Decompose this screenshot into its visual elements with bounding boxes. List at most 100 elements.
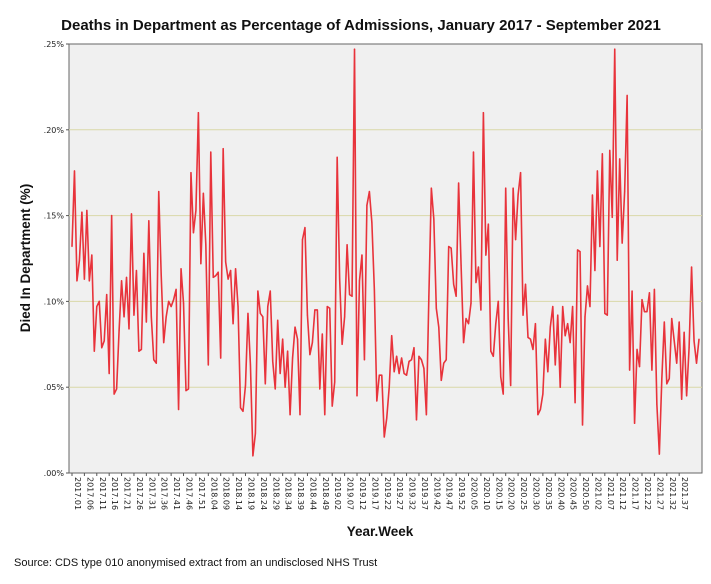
x-tick-label: 2020.05 (470, 477, 479, 510)
data-point (589, 305, 591, 308)
data-point (329, 307, 331, 309)
data-point (648, 292, 651, 294)
data-point (140, 348, 142, 351)
data-point (547, 371, 549, 373)
data-point (658, 453, 660, 455)
data-point (321, 333, 323, 335)
x-tick-label: 2020.15 (494, 477, 503, 510)
x-tick-label: 2020.40 (556, 477, 565, 510)
data-point (651, 369, 653, 371)
data-point (405, 374, 408, 376)
data-point (673, 340, 675, 342)
data-point (423, 367, 425, 369)
data-point (616, 259, 618, 261)
data-point (470, 302, 472, 304)
data-point (690, 266, 693, 268)
data-point (368, 190, 370, 193)
data-point (301, 239, 304, 241)
data-point (599, 245, 601, 248)
data-point (462, 341, 465, 344)
data-point (403, 372, 405, 375)
data-point (170, 305, 172, 308)
data-point (435, 307, 437, 309)
data-point (83, 278, 85, 280)
data-point (252, 455, 254, 457)
data-point (455, 295, 457, 297)
data-point (106, 293, 108, 296)
data-point (482, 112, 484, 114)
data-point (130, 213, 133, 215)
data-point (153, 359, 155, 361)
data-point (638, 366, 641, 368)
data-point (522, 314, 524, 316)
data-point (177, 408, 180, 411)
data-point (480, 309, 482, 311)
data-point (220, 357, 222, 359)
data-point (277, 319, 279, 321)
data-point (284, 386, 286, 388)
data-point (663, 321, 665, 323)
data-point (505, 187, 507, 189)
source-note: Source: CDS type 010 anonymised extract … (14, 557, 377, 569)
data-point (591, 194, 594, 196)
data-point (596, 170, 598, 172)
data-point (433, 218, 435, 220)
data-point (567, 323, 569, 325)
x-tick-label: 2018.24 (259, 477, 268, 510)
data-point (304, 227, 306, 229)
data-point (212, 276, 214, 278)
data-point (453, 283, 455, 285)
data-point (344, 316, 346, 318)
data-point (492, 355, 494, 357)
y-tick-label: .00% (44, 469, 65, 478)
data-point (118, 329, 120, 332)
data-point (579, 251, 581, 253)
data-point (81, 211, 83, 213)
data-point (443, 362, 445, 364)
x-tick-label: 2020.35 (544, 477, 553, 510)
data-point (554, 364, 556, 366)
data-point (529, 338, 532, 340)
data-point (606, 314, 608, 316)
x-tick-label: 2017.01 (73, 477, 82, 510)
data-point (190, 172, 192, 174)
data-point (163, 341, 165, 344)
data-point (519, 172, 522, 174)
x-tick-label: 2020.10 (482, 477, 491, 510)
data-point (101, 347, 103, 349)
data-point (383, 436, 385, 438)
data-point (544, 338, 546, 340)
y-tick-label: .25% (44, 40, 65, 49)
data-point (116, 388, 118, 390)
data-point (646, 311, 648, 313)
x-tick-label: 2020.30 (531, 477, 540, 510)
x-tick-label: 2021.12 (618, 477, 627, 510)
data-point (309, 354, 311, 356)
data-point (695, 362, 698, 364)
data-point (408, 360, 410, 363)
data-point (413, 347, 415, 349)
data-point (363, 359, 366, 361)
data-point (440, 379, 442, 381)
data-point (465, 317, 467, 320)
data-point (534, 323, 537, 325)
data-point (73, 170, 76, 172)
data-point (624, 190, 626, 193)
data-point (467, 323, 470, 325)
x-tick-label: 2019.42 (432, 477, 441, 510)
data-point (410, 359, 413, 361)
data-point (656, 403, 658, 405)
data-point (331, 405, 333, 407)
data-point (420, 359, 423, 361)
x-tick-label: 2019.22 (383, 477, 392, 510)
data-point (636, 348, 638, 351)
data-point (438, 326, 440, 328)
x-tick-label: 2021.32 (668, 477, 677, 510)
x-tick-label: 2020.25 (519, 477, 528, 510)
y-tick-label: .15% (44, 212, 65, 221)
data-point (316, 309, 318, 311)
data-point (287, 350, 289, 352)
x-tick-label: 2017.21 (123, 477, 132, 510)
data-point (185, 390, 187, 392)
